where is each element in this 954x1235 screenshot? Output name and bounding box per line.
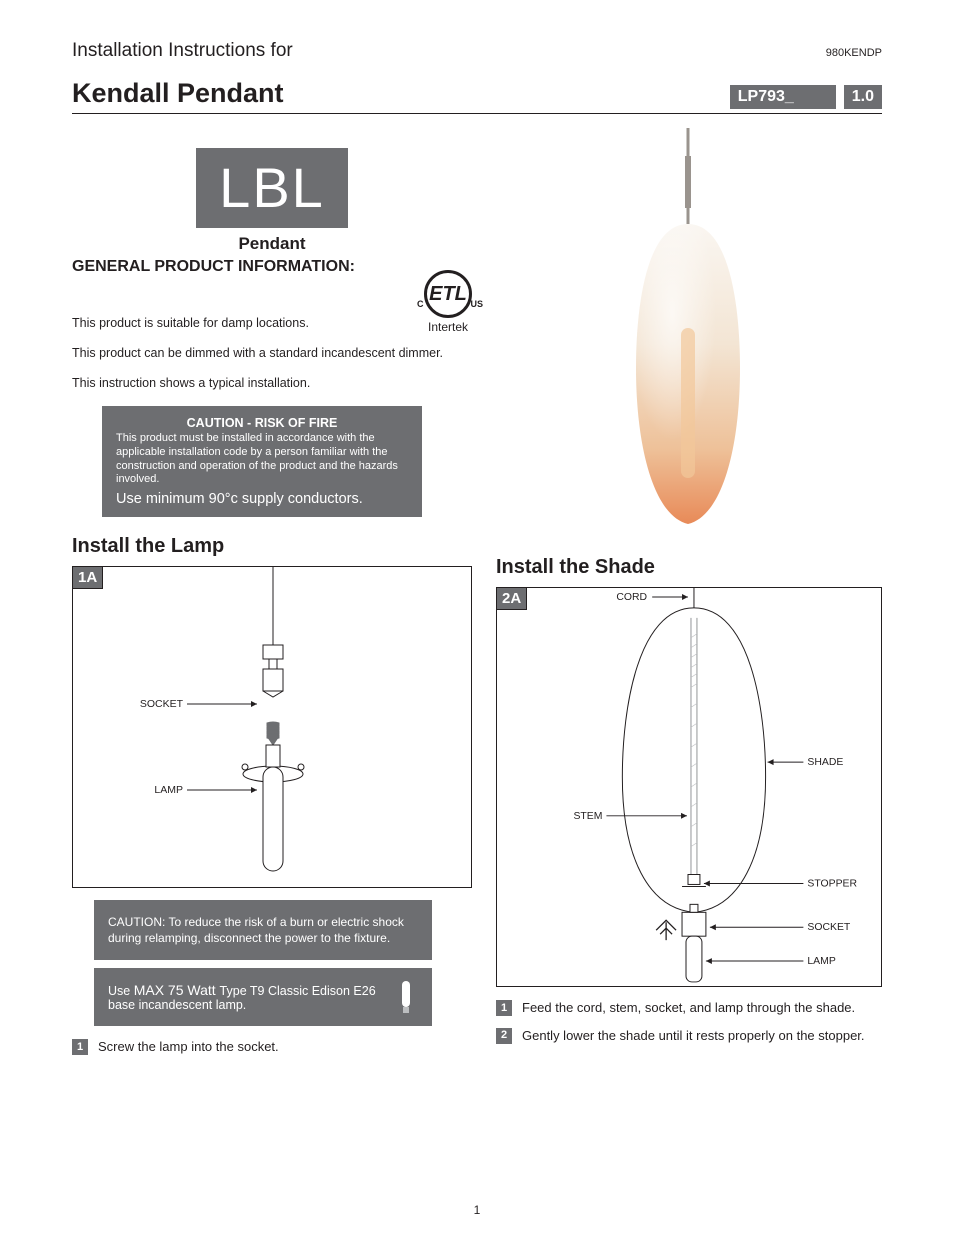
etl-certification-mark: C ETL US Intertek: [424, 270, 472, 334]
info-paragraph-3: This instruction shows a typical install…: [72, 376, 472, 390]
info-paragraph-2: This product can be dimmed with a standa…: [72, 346, 472, 360]
install-lamp-diagram: 1A: [72, 566, 472, 888]
svg-text:LAMP: LAMP: [154, 784, 183, 796]
relamp-caution-box: CAUTION: To reduce the risk of a burn or…: [94, 900, 432, 960]
step-text: Screw the lamp into the socket.: [98, 1038, 472, 1056]
caution-heading: CAUTION - RISK OF FIRE: [116, 416, 408, 430]
product-illustration: [496, 128, 882, 538]
step-number: 1: [72, 1039, 88, 1055]
svg-text:STEM: STEM: [573, 811, 602, 822]
shade-diagram-svg: CORD: [497, 588, 881, 984]
installation-instructions-label: Installation Instructions for: [72, 40, 293, 62]
version-box: 1.0: [844, 85, 882, 109]
etl-us-label: US: [470, 299, 483, 309]
etl-c-label: C: [417, 299, 424, 309]
svg-text:LAMP: LAMP: [807, 956, 835, 967]
svg-text:SOCKET: SOCKET: [807, 922, 851, 933]
install-lamp-heading: Install the Lamp: [72, 535, 472, 558]
brand-logo: LBL: [196, 148, 348, 228]
etl-main-label: ETL: [429, 283, 467, 306]
step-text: Feed the cord, stem, socket, and lamp th…: [522, 999, 882, 1017]
install-shade-diagram: 2A CORD: [496, 587, 882, 987]
info-paragraph-1: This product is suitable for damp locati…: [72, 316, 472, 330]
lamp-spec-box: Use MAX 75 Watt Type T9 Classic Edison E…: [94, 968, 432, 1026]
model-number-box: LP793_: [730, 85, 836, 109]
lamp-spec-watt: MAX 75 Watt: [134, 982, 220, 998]
caution-box: CAUTION - RISK OF FIRE This product must…: [102, 406, 422, 517]
step-item: 1 Screw the lamp into the socket.: [72, 1038, 472, 1056]
svg-text:SHADE: SHADE: [807, 757, 843, 768]
step-number: 2: [496, 1028, 512, 1044]
step-item: 1 Feed the cord, stem, socket, and lamp …: [496, 999, 882, 1017]
product-type-label: Pendant: [72, 234, 472, 254]
svg-text:STOPPER: STOPPER: [807, 878, 857, 889]
lamp-diagram-svg: SOCKET LAMP: [73, 567, 471, 887]
page-number: 1: [0, 1203, 954, 1217]
svg-text:CORD: CORD: [616, 592, 647, 603]
pendant-illustration-svg: [496, 128, 882, 538]
lamp-icon: [394, 977, 418, 1017]
step-text: Gently lower the shade until it rests pr…: [522, 1027, 882, 1045]
install-shade-heading: Install the Shade: [496, 556, 882, 579]
install-shade-steps: 1 Feed the cord, stem, socket, and lamp …: [496, 999, 882, 1044]
svg-text:SOCKET: SOCKET: [140, 698, 184, 710]
caution-body: This product must be installed in accord…: [116, 432, 408, 487]
step-item: 2 Gently lower the shade until it rests …: [496, 1027, 882, 1045]
caution-conductor-note: Use minimum 90°c supply conductors.: [116, 491, 408, 507]
step-number: 1: [496, 1000, 512, 1016]
document-code: 980KENDP: [826, 47, 882, 59]
install-lamp-steps: 1 Screw the lamp into the socket.: [72, 1038, 472, 1056]
page-title: Kendall Pendant: [72, 78, 284, 109]
lamp-spec-pre: Use: [108, 984, 134, 998]
intertek-label: Intertek: [424, 320, 472, 334]
general-info-heading: GENERAL PRODUCT INFORMATION:: [72, 258, 472, 276]
